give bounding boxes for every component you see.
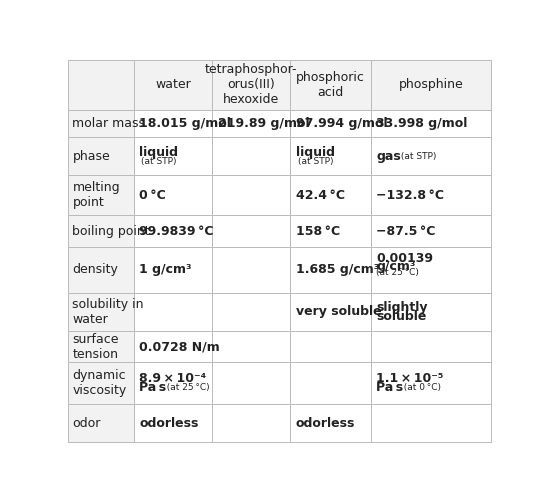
- Text: (at 25 °C): (at 25 °C): [162, 383, 210, 392]
- Text: odor: odor: [73, 417, 101, 430]
- Text: 99.9839 °C: 99.9839 °C: [139, 225, 214, 238]
- Bar: [290, 138, 371, 175]
- Text: odorless: odorless: [296, 417, 355, 430]
- Bar: [134, 293, 212, 331]
- Text: 1.1 × 10⁻⁵: 1.1 × 10⁻⁵: [376, 372, 444, 385]
- Text: Pa s: Pa s: [376, 381, 403, 394]
- Text: 1 g/cm³: 1 g/cm³: [139, 263, 192, 276]
- Bar: [134, 362, 212, 405]
- Bar: [212, 293, 290, 331]
- Text: 33.998 g/mol: 33.998 g/mol: [376, 117, 468, 130]
- Text: gas: gas: [376, 150, 401, 163]
- Text: 18.015 g/mol: 18.015 g/mol: [139, 117, 231, 130]
- Bar: [68, 293, 134, 331]
- Text: −87.5 °C: −87.5 °C: [376, 225, 436, 238]
- Text: liquid: liquid: [296, 146, 335, 159]
- Bar: [212, 247, 290, 293]
- Text: tetraphosphor-
orus(III)
hexoxide: tetraphosphor- orus(III) hexoxide: [205, 64, 298, 106]
- Text: boiling point: boiling point: [73, 225, 150, 238]
- Text: 1.685 g/cm³: 1.685 g/cm³: [296, 263, 379, 276]
- Bar: [134, 110, 212, 138]
- Bar: [134, 138, 212, 175]
- Bar: [290, 362, 371, 405]
- Text: 97.994 g/mol: 97.994 g/mol: [296, 117, 388, 130]
- Bar: [68, 60, 134, 110]
- Text: phase: phase: [73, 150, 110, 163]
- Bar: [134, 405, 212, 442]
- Bar: [68, 175, 134, 215]
- Bar: [290, 247, 371, 293]
- Text: 0.0728 N/m: 0.0728 N/m: [139, 340, 220, 353]
- Bar: [212, 138, 290, 175]
- Text: 8.9 × 10⁻⁴: 8.9 × 10⁻⁴: [139, 372, 206, 385]
- Bar: [371, 331, 491, 362]
- Bar: [212, 362, 290, 405]
- Bar: [212, 110, 290, 138]
- Text: 219.89 g/mol: 219.89 g/mol: [218, 117, 309, 130]
- Bar: [371, 175, 491, 215]
- Bar: [134, 175, 212, 215]
- Text: water: water: [155, 79, 191, 91]
- Text: −132.8 °C: −132.8 °C: [376, 189, 444, 202]
- Bar: [134, 331, 212, 362]
- Text: melting
point: melting point: [73, 181, 120, 209]
- Text: 158 °C: 158 °C: [296, 225, 340, 238]
- Text: surface
tension: surface tension: [73, 332, 119, 361]
- Text: 42.4 °C: 42.4 °C: [296, 189, 345, 202]
- Bar: [68, 331, 134, 362]
- Text: phosphoric
acid: phosphoric acid: [296, 71, 365, 99]
- Bar: [290, 293, 371, 331]
- Text: Pa s: Pa s: [139, 381, 167, 394]
- Text: (at STP): (at STP): [141, 157, 177, 166]
- Bar: [290, 331, 371, 362]
- Text: (at STP): (at STP): [399, 152, 437, 161]
- Bar: [371, 405, 491, 442]
- Bar: [134, 247, 212, 293]
- Bar: [212, 331, 290, 362]
- Bar: [212, 215, 290, 247]
- Bar: [371, 110, 491, 138]
- Text: phosphine: phosphine: [399, 79, 464, 91]
- Text: 0.00139: 0.00139: [376, 252, 434, 265]
- Bar: [68, 405, 134, 442]
- Bar: [290, 215, 371, 247]
- Bar: [212, 60, 290, 110]
- Bar: [371, 247, 491, 293]
- Bar: [68, 362, 134, 405]
- Bar: [68, 247, 134, 293]
- Bar: [290, 405, 371, 442]
- Text: (at 25 °C): (at 25 °C): [376, 268, 419, 277]
- Text: liquid: liquid: [139, 146, 179, 159]
- Bar: [371, 362, 491, 405]
- Bar: [371, 215, 491, 247]
- Text: very soluble: very soluble: [296, 306, 382, 319]
- Bar: [68, 138, 134, 175]
- Bar: [371, 138, 491, 175]
- Bar: [371, 60, 491, 110]
- Bar: [68, 110, 134, 138]
- Text: solubility in
water: solubility in water: [73, 298, 144, 326]
- Text: 0 °C: 0 °C: [139, 189, 166, 202]
- Bar: [290, 60, 371, 110]
- Text: (at STP): (at STP): [298, 157, 334, 166]
- Bar: [68, 215, 134, 247]
- Text: slightly: slightly: [376, 301, 428, 314]
- Text: density: density: [73, 263, 118, 276]
- Bar: [134, 215, 212, 247]
- Text: g/cm³: g/cm³: [376, 260, 416, 273]
- Text: dynamic
viscosity: dynamic viscosity: [73, 369, 127, 398]
- Bar: [290, 110, 371, 138]
- Bar: [371, 293, 491, 331]
- Bar: [212, 175, 290, 215]
- Text: odorless: odorless: [139, 417, 199, 430]
- Text: (at 0 °C): (at 0 °C): [399, 383, 441, 392]
- Bar: [134, 60, 212, 110]
- Text: molar mass: molar mass: [73, 117, 145, 130]
- Bar: [212, 405, 290, 442]
- Bar: [290, 175, 371, 215]
- Text: soluble: soluble: [376, 310, 426, 323]
